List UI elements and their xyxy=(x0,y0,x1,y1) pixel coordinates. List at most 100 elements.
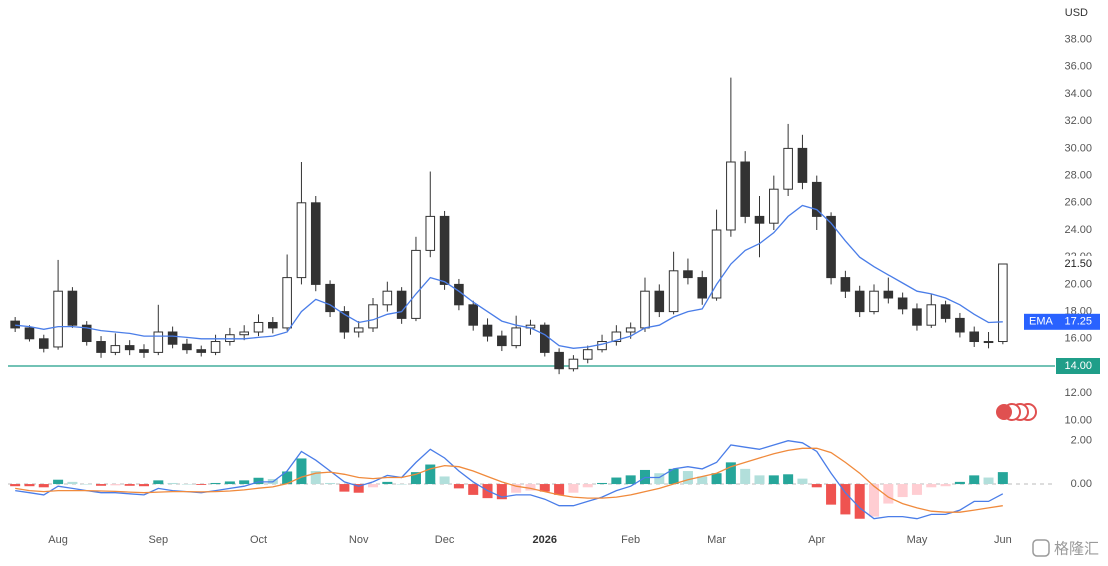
histogram-bar xyxy=(625,475,636,485)
histogram-bar xyxy=(969,475,980,485)
histogram-bar xyxy=(138,484,149,487)
hline-badge xyxy=(1056,358,1100,374)
candle-body xyxy=(811,181,822,217)
flag-icon xyxy=(996,404,1012,420)
candle-body xyxy=(769,188,779,224)
candle-body xyxy=(454,283,464,306)
candle-body xyxy=(539,324,550,353)
histogram-bar xyxy=(339,484,350,492)
candle-body xyxy=(668,270,679,313)
candle-body xyxy=(625,327,636,333)
histogram-bar xyxy=(296,458,307,485)
histogram-bar xyxy=(10,484,21,487)
watermark-logo xyxy=(1032,539,1050,557)
histogram-bar xyxy=(582,484,593,488)
candle-body xyxy=(740,161,750,217)
histogram-bar xyxy=(453,484,464,489)
candle-body xyxy=(81,324,92,343)
histogram-bar xyxy=(611,477,622,485)
y-tick-label: 24.00 xyxy=(1064,224,1092,236)
x-tick-label: Nov xyxy=(349,534,369,546)
histogram-bar xyxy=(768,475,779,485)
histogram-bar xyxy=(67,481,78,485)
candle-body xyxy=(167,331,178,345)
histogram-bar xyxy=(654,473,665,485)
ema-badge-name: EMA xyxy=(1029,316,1054,328)
candle-body xyxy=(325,283,335,313)
candle-body xyxy=(582,349,593,360)
y-tick-label: 10.00 xyxy=(1064,414,1092,426)
histogram-bar xyxy=(224,481,235,485)
histogram-bar xyxy=(826,484,837,505)
candle-body xyxy=(926,304,937,326)
x-tick-label: 2026 xyxy=(533,534,557,546)
y-tick-label: 26.00 xyxy=(1064,197,1092,209)
x-tick-label: Oct xyxy=(250,534,267,546)
x-tick-label: Apr xyxy=(808,534,825,546)
x-tick-label: Feb xyxy=(621,534,640,546)
candle-body xyxy=(726,161,736,231)
candle-body xyxy=(439,215,450,285)
candle-body xyxy=(640,290,650,329)
histogram-bar xyxy=(253,477,264,485)
candle-body xyxy=(38,338,49,349)
histogram-bar xyxy=(797,478,808,485)
y-tick-label: 16.00 xyxy=(1064,333,1092,345)
candle-body xyxy=(96,341,106,353)
histogram-bar xyxy=(597,482,608,485)
histogram-bar xyxy=(954,481,965,485)
candle-body xyxy=(482,324,493,337)
histogram-bar xyxy=(110,484,121,486)
candle-body xyxy=(511,327,521,347)
x-tick-label: Aug xyxy=(48,534,68,546)
candle-body xyxy=(425,215,436,251)
candle-body xyxy=(411,249,421,319)
histogram-bar xyxy=(997,472,1008,485)
candle-body xyxy=(854,290,865,313)
y-tick-label: 12.00 xyxy=(1064,387,1092,399)
histogram-bar xyxy=(96,484,107,486)
candle-body xyxy=(969,331,980,343)
histogram-bar xyxy=(53,479,64,485)
histogram-bar xyxy=(869,484,880,517)
watermark: 格隆汇 xyxy=(1054,540,1099,558)
histogram-bar xyxy=(382,481,393,485)
candle-body xyxy=(554,351,564,370)
candle-body xyxy=(568,358,579,370)
histogram-bar xyxy=(210,482,221,485)
candle-body xyxy=(124,345,135,351)
y-tick-label: 20.00 xyxy=(1064,278,1092,290)
histogram-bar xyxy=(496,484,507,500)
x-tick-label: Mar xyxy=(707,534,726,546)
candle-body xyxy=(998,263,1008,343)
histogram-bar xyxy=(353,484,364,493)
histogram-bar xyxy=(468,484,479,495)
ema-line xyxy=(15,204,1003,349)
candle-body xyxy=(210,341,221,353)
histogram-bar xyxy=(697,476,708,485)
candle-body xyxy=(654,290,665,313)
macd-tick-label: 0.00 xyxy=(1071,478,1092,490)
candle-body xyxy=(182,343,192,351)
candle-body xyxy=(797,147,808,183)
candle-body xyxy=(196,349,207,353)
candle-body xyxy=(697,277,708,299)
last-price-badge xyxy=(1056,256,1100,272)
histogram-bar xyxy=(940,484,951,487)
histogram-bar xyxy=(239,480,250,485)
candle-body xyxy=(67,290,78,326)
histogram-bar xyxy=(196,484,207,485)
x-tick-label: Sep xyxy=(149,534,169,546)
histogram-bar xyxy=(325,482,336,485)
y-tick-label: 36.00 xyxy=(1064,61,1092,73)
histogram-bar xyxy=(568,484,579,493)
candle-body xyxy=(683,270,693,279)
candle-body xyxy=(110,345,121,353)
candle-body xyxy=(955,317,965,333)
candle-body xyxy=(396,290,407,319)
ema-badge xyxy=(1024,313,1100,330)
histogram-bar xyxy=(897,484,908,498)
histogram-bar xyxy=(883,484,894,504)
y-tick-label: 34.00 xyxy=(1064,88,1092,100)
